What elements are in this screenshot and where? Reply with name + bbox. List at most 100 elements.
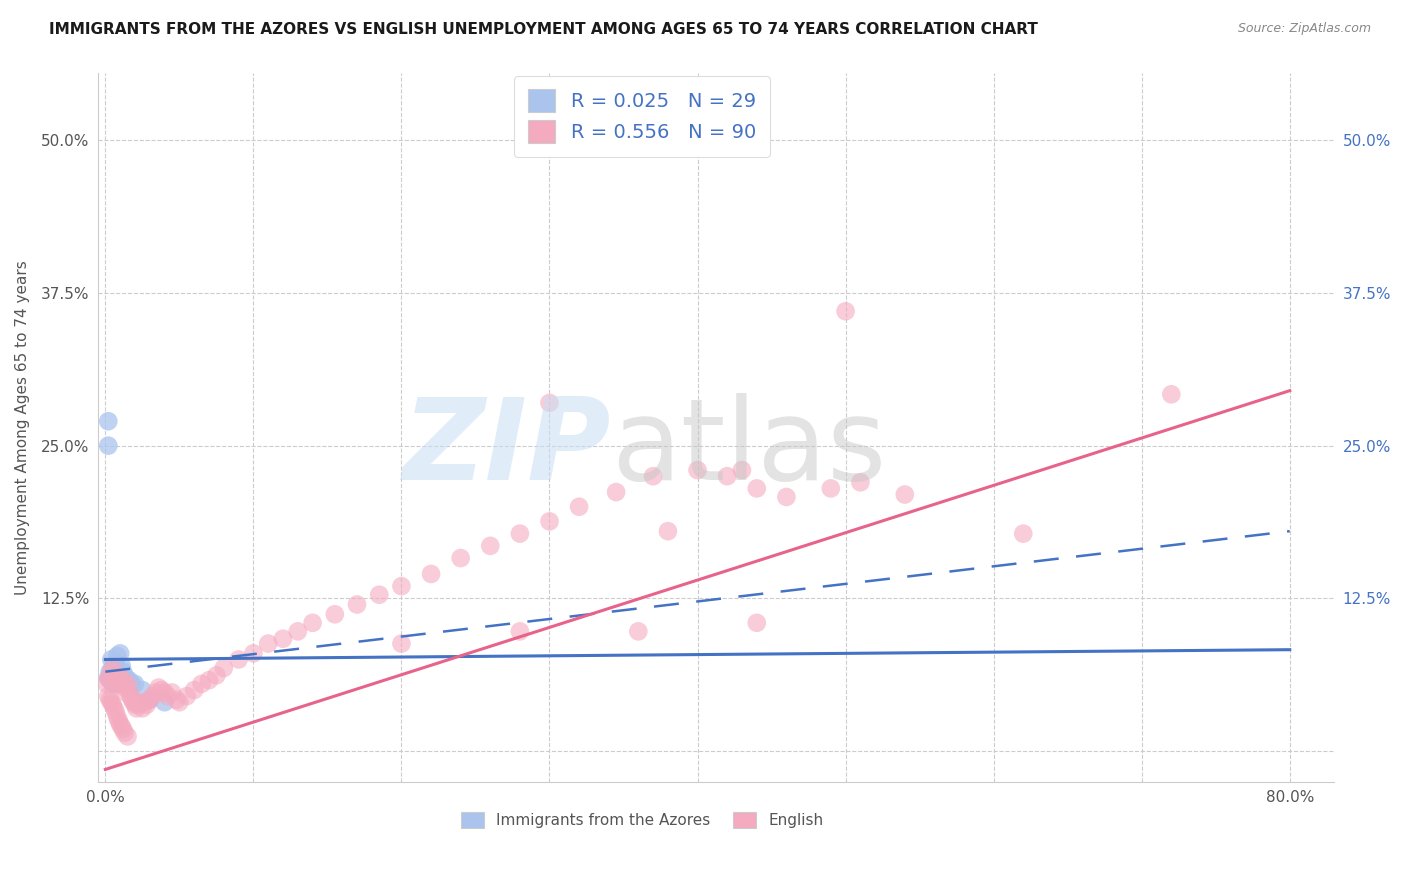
Point bbox=[176, 689, 198, 703]
Point bbox=[98, 673, 121, 688]
Point bbox=[101, 698, 124, 712]
Point bbox=[118, 673, 141, 688]
Point bbox=[153, 695, 176, 709]
Point bbox=[271, 632, 294, 646]
Point bbox=[105, 710, 128, 724]
Point bbox=[103, 658, 125, 673]
Point bbox=[538, 515, 561, 529]
Point bbox=[98, 693, 121, 707]
Point bbox=[104, 673, 127, 688]
Point bbox=[111, 677, 134, 691]
Point bbox=[120, 689, 142, 703]
Point bbox=[101, 661, 124, 675]
Point bbox=[391, 579, 413, 593]
Point bbox=[107, 677, 129, 691]
Point bbox=[108, 671, 131, 685]
Point bbox=[114, 673, 136, 688]
Point bbox=[108, 671, 131, 685]
Text: IMMIGRANTS FROM THE AZORES VS ENGLISH UNEMPLOYMENT AMONG AGES 65 TO 74 YEARS COR: IMMIGRANTS FROM THE AZORES VS ENGLISH UN… bbox=[49, 22, 1038, 37]
Point bbox=[605, 485, 627, 500]
Point bbox=[391, 637, 413, 651]
Point bbox=[125, 701, 148, 715]
Point bbox=[132, 695, 155, 709]
Point bbox=[98, 671, 121, 685]
Point bbox=[111, 658, 134, 673]
Point bbox=[148, 681, 170, 695]
Point bbox=[114, 726, 136, 740]
Point bbox=[115, 671, 138, 685]
Point bbox=[745, 615, 768, 630]
Point bbox=[156, 689, 179, 703]
Point bbox=[257, 637, 280, 651]
Point bbox=[568, 500, 591, 514]
Point bbox=[97, 439, 120, 453]
Point bbox=[212, 661, 235, 675]
Point bbox=[1012, 526, 1035, 541]
Point bbox=[420, 566, 443, 581]
Point bbox=[834, 304, 856, 318]
Point bbox=[894, 487, 917, 501]
Point bbox=[104, 677, 127, 691]
Point bbox=[101, 677, 124, 691]
Point bbox=[107, 665, 129, 679]
Point bbox=[643, 469, 665, 483]
Point bbox=[127, 695, 149, 709]
Point bbox=[97, 414, 120, 428]
Text: Source: ZipAtlas.com: Source: ZipAtlas.com bbox=[1237, 22, 1371, 36]
Point bbox=[716, 469, 738, 483]
Point bbox=[112, 673, 135, 688]
Point bbox=[346, 598, 368, 612]
Point bbox=[112, 722, 135, 736]
Point bbox=[121, 677, 143, 691]
Point bbox=[169, 695, 191, 709]
Point bbox=[97, 671, 120, 685]
Point bbox=[160, 685, 183, 699]
Point bbox=[153, 685, 176, 699]
Point bbox=[105, 671, 128, 685]
Point bbox=[115, 685, 138, 699]
Point bbox=[165, 693, 187, 707]
Point bbox=[107, 714, 129, 728]
Point bbox=[100, 671, 122, 685]
Point bbox=[124, 677, 146, 691]
Point bbox=[103, 671, 125, 685]
Point bbox=[105, 648, 128, 663]
Point bbox=[108, 646, 131, 660]
Point bbox=[1160, 387, 1182, 401]
Point bbox=[135, 698, 157, 712]
Point bbox=[128, 698, 150, 712]
Point bbox=[131, 683, 153, 698]
Text: ZIP: ZIP bbox=[402, 393, 612, 504]
Point bbox=[509, 624, 531, 639]
Point bbox=[745, 482, 768, 496]
Point bbox=[104, 656, 127, 670]
Point bbox=[104, 705, 127, 719]
Point bbox=[117, 677, 139, 691]
Point bbox=[117, 677, 139, 691]
Point bbox=[139, 693, 162, 707]
Point bbox=[205, 668, 228, 682]
Point bbox=[101, 661, 124, 675]
Point bbox=[100, 695, 122, 709]
Text: atlas: atlas bbox=[612, 393, 886, 504]
Point bbox=[139, 693, 162, 707]
Point bbox=[479, 539, 502, 553]
Point bbox=[121, 693, 143, 707]
Point bbox=[98, 665, 121, 679]
Point bbox=[108, 717, 131, 731]
Point bbox=[538, 396, 561, 410]
Point bbox=[657, 524, 679, 538]
Point bbox=[100, 652, 122, 666]
Point bbox=[118, 683, 141, 698]
Point bbox=[183, 683, 205, 698]
Point bbox=[142, 689, 165, 703]
Point bbox=[627, 624, 650, 639]
Point bbox=[97, 689, 120, 703]
Point bbox=[450, 551, 472, 566]
Point bbox=[124, 698, 146, 712]
Point bbox=[849, 475, 872, 490]
Y-axis label: Unemployment Among Ages 65 to 74 years: Unemployment Among Ages 65 to 74 years bbox=[15, 260, 30, 595]
Point bbox=[820, 482, 842, 496]
Point bbox=[122, 695, 145, 709]
Point bbox=[103, 701, 125, 715]
